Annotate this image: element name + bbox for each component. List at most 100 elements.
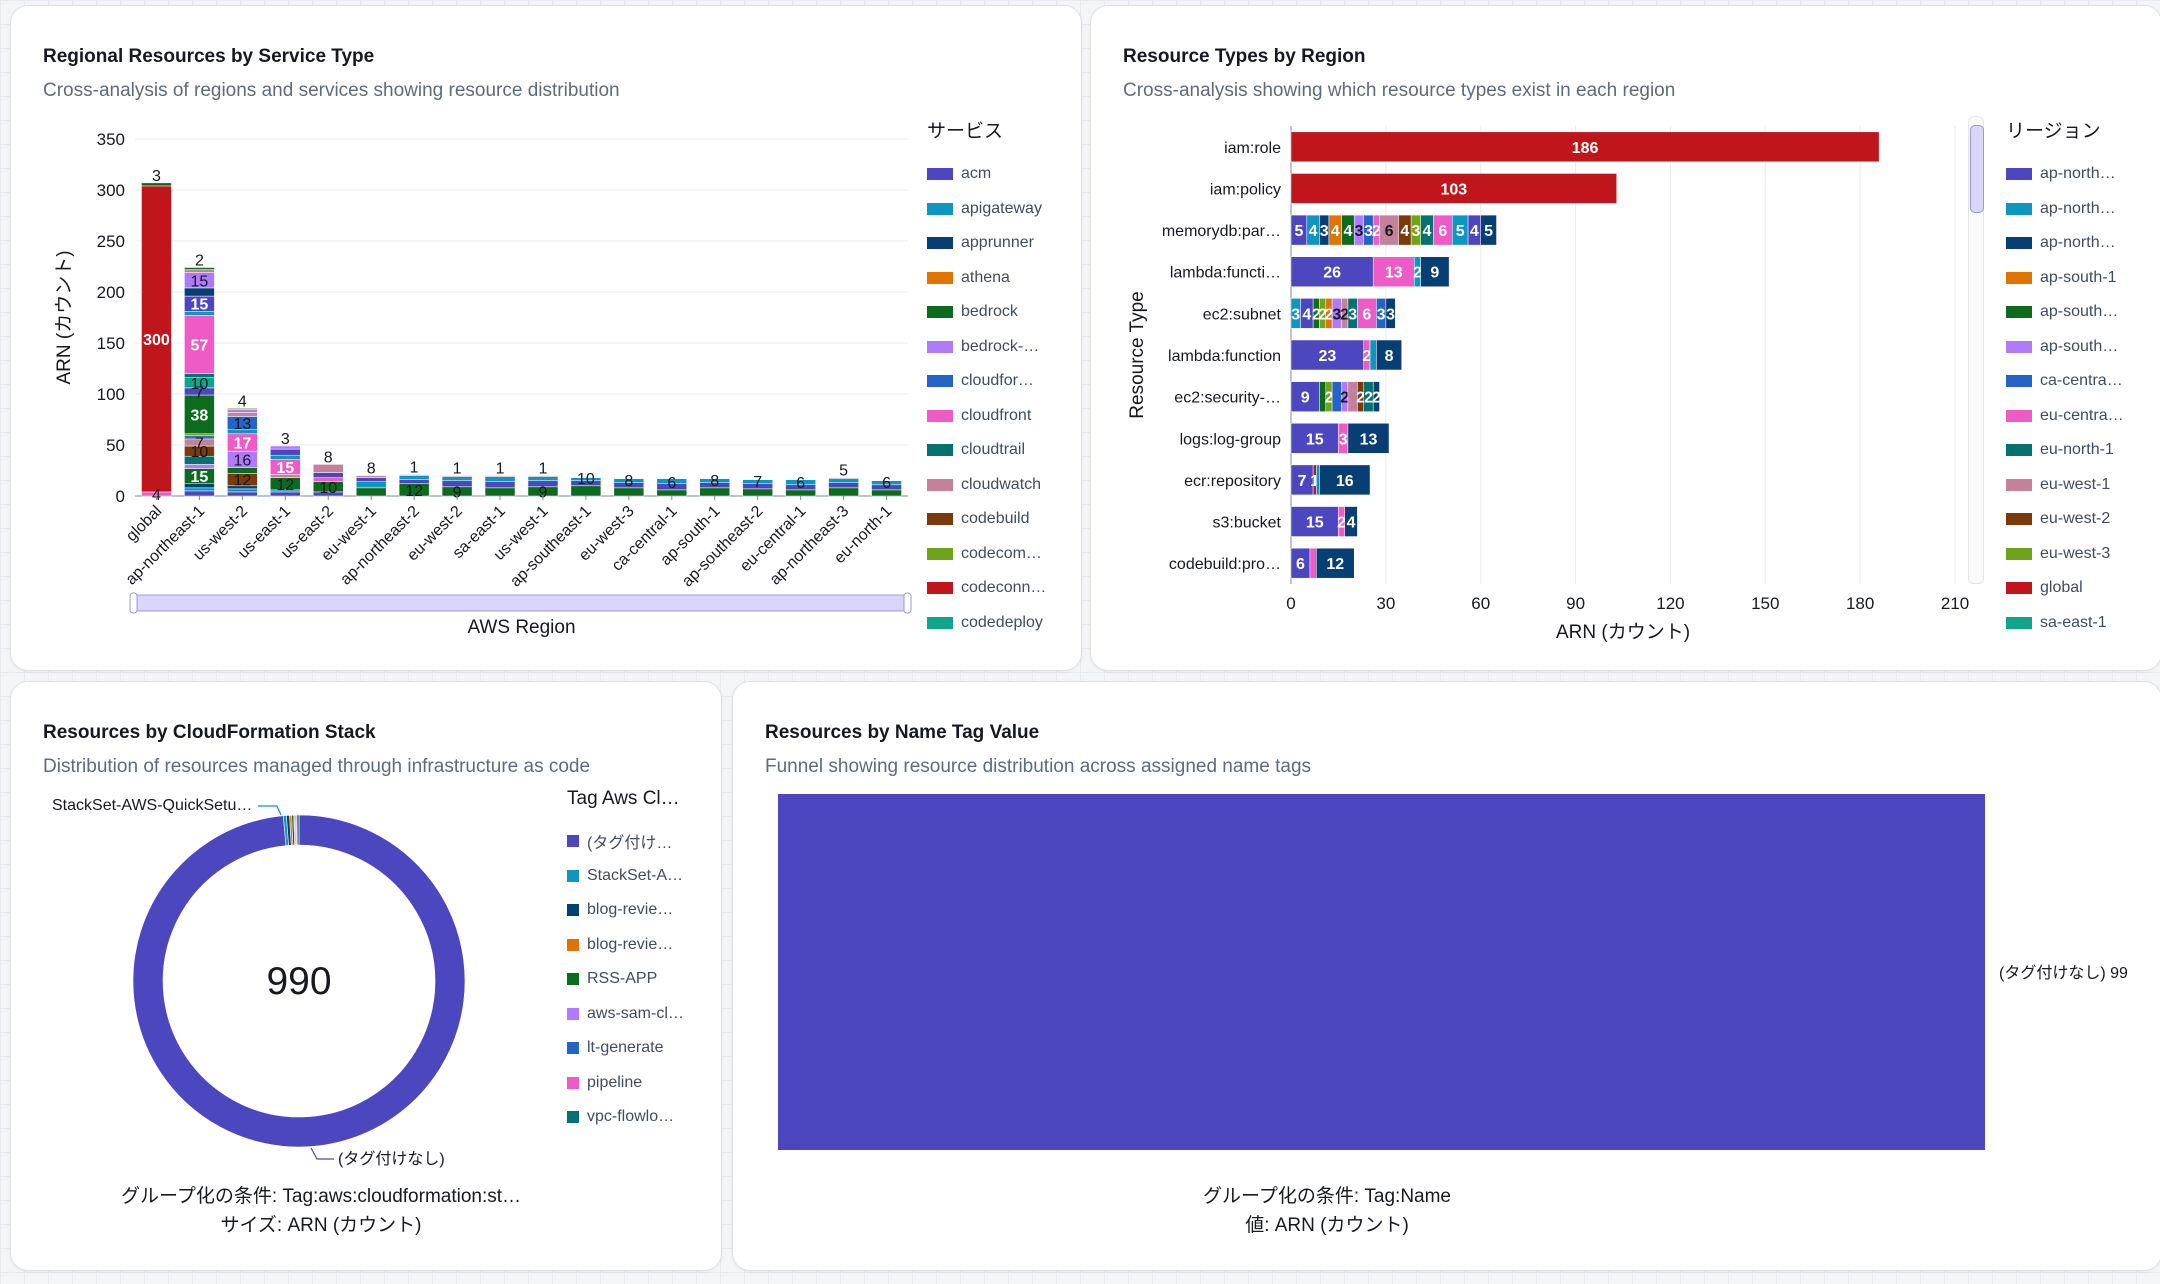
data-label: 6: [1385, 223, 1394, 240]
legend-item[interactable]: cloudfront: [927, 399, 1046, 434]
name-tag-funnel-chart[interactable]: (タグ付けなし) 99: [733, 682, 2160, 1202]
bar-segment: [270, 454, 301, 460]
legend-item[interactable]: sa-east-1: [2006, 606, 2124, 641]
y-axis-title: ARN (カウント): [54, 250, 75, 384]
legend-item[interactable]: codecom…: [927, 537, 1046, 572]
y-tick-label: iam:role: [1224, 140, 1281, 157]
legend-label: athena: [961, 268, 1010, 286]
data-label: 3: [1339, 431, 1348, 448]
slider-handle-left: [129, 592, 138, 614]
size-label: サイズ: ARN (カウント): [220, 1215, 422, 1236]
bar-segment: [1290, 173, 1617, 204]
legend-item[interactable]: eu-west-3: [2006, 537, 2124, 572]
donut-slice: [132, 814, 466, 1148]
legend-item[interactable]: codebuild: [927, 502, 1046, 537]
data-label: 7: [1298, 473, 1307, 490]
regional-stacked-bar-chart[interactable]: 05010015020025030035043003global15107387…: [11, 6, 931, 670]
legend-item[interactable]: ap-south…: [2006, 295, 2124, 330]
legend-item[interactable]: blog-revie…: [567, 893, 684, 928]
legend-item[interactable]: codedeploy: [927, 606, 1046, 641]
legend-item[interactable]: aws-sam-cl…: [567, 997, 684, 1032]
legend-item[interactable]: blog-revie…: [567, 928, 684, 963]
legend-item[interactable]: bedrock: [927, 295, 1046, 330]
legend-item[interactable]: cloudfor…: [927, 364, 1046, 399]
bar-segment: [828, 487, 859, 497]
legend-item[interactable]: ap-north…: [2006, 226, 2124, 261]
y-tick-label: 300: [97, 181, 125, 200]
legend-item[interactable]: acm: [927, 157, 1046, 192]
data-label: 10: [191, 376, 209, 393]
legend-label: sa-east-1: [2040, 613, 2107, 631]
legend-item[interactable]: RSS-APP: [567, 962, 684, 997]
legend-label: acm: [961, 165, 992, 183]
legend-item[interactable]: ap-north…: [2006, 157, 2124, 192]
legend-item[interactable]: lt-generate: [567, 1031, 684, 1066]
stack-donut-chart[interactable]: 990 StackSet-AWS-QuickSetu… (タグ付けなし): [11, 682, 551, 1202]
funnel-value-label: (タグ付けなし) 99: [1999, 964, 2128, 982]
legend-label: cloudwatch: [961, 475, 1042, 493]
legend-item[interactable]: vpc-flowlo…: [567, 1100, 684, 1135]
legend-item[interactable]: ap-south-1: [2006, 261, 2124, 296]
bar-segment: [1344, 506, 1358, 537]
y-tick-label: ec2:subnet: [1203, 306, 1282, 323]
legend-swatch: [927, 340, 953, 353]
data-label: 1: [1310, 473, 1319, 490]
data-label: 13: [233, 416, 251, 433]
legend-item[interactable]: ap-south…: [2006, 330, 2124, 365]
legend-title: リージョン: [2006, 121, 2101, 142]
legend-label: global: [2040, 579, 2083, 597]
legend-item[interactable]: global: [2006, 571, 2124, 606]
legend-swatch: [2006, 582, 2032, 595]
data-label: 7: [753, 474, 762, 491]
data-label: 103: [1440, 181, 1467, 198]
legend-label: lt-generate: [587, 1039, 664, 1057]
legend-item[interactable]: eu-west-1: [2006, 468, 2124, 503]
y-tick-label: codebuild:pro…: [1169, 556, 1281, 573]
bar-segment: [1290, 423, 1339, 454]
legend-item[interactable]: pipeline: [567, 1066, 684, 1101]
legend-scrollbar[interactable]: [1968, 116, 1984, 584]
y-tick-label: 50: [106, 436, 125, 455]
regional-resources-panel: Regional Resources by Service Type Cross…: [10, 5, 1082, 671]
bar-segment: [141, 185, 172, 493]
legend-swatch: [2006, 306, 2032, 319]
legend-item[interactable]: cloudwatch: [927, 468, 1046, 503]
legend-swatch: [2006, 168, 2032, 181]
x-tick-label: 210: [1941, 594, 1969, 613]
data-label: 8: [324, 449, 333, 466]
legend-item[interactable]: eu-west-2: [2006, 502, 2124, 537]
data-label: 2: [1324, 306, 1333, 323]
y-tick-label: 0: [116, 487, 125, 506]
legend-item[interactable]: ap-north…: [2006, 192, 2124, 227]
legend-swatch: [2006, 444, 2032, 457]
legend-swatch: [567, 1007, 579, 1020]
data-label: 4: [1470, 223, 1479, 240]
legend-item[interactable]: eu-north-1: [2006, 433, 2124, 468]
legend-label: codecom…: [961, 544, 1042, 562]
legend-item[interactable]: bedrock-…: [927, 330, 1046, 365]
data-label: 15: [191, 297, 209, 314]
legend-item[interactable]: (タグ付け…: [567, 824, 684, 859]
legend-label: cloudfront: [961, 406, 1032, 424]
legend-item[interactable]: eu-centra…: [2006, 399, 2124, 434]
legend-item[interactable]: apigateway: [927, 192, 1046, 227]
y-tick-label: ec2:security-…: [1174, 390, 1281, 407]
legend-item[interactable]: athena: [927, 261, 1046, 296]
legend-label: ap-north…: [2040, 199, 2116, 217]
data-label: 2: [1372, 223, 1381, 240]
legend-swatch: [2006, 409, 2032, 422]
legend-label: ap-south…: [2040, 303, 2119, 321]
bar-segment: [355, 481, 387, 489]
data-label: 10: [577, 471, 595, 488]
legend-item[interactable]: apprunner: [927, 226, 1046, 261]
legend-item[interactable]: ca-centra…: [2006, 364, 2124, 399]
legend-item[interactable]: cloudtrail: [927, 433, 1046, 468]
y-tick-label: lambda:functi…: [1170, 265, 1281, 282]
legend-item[interactable]: StackSet-A…: [567, 859, 684, 894]
bar-segment: [184, 487, 215, 492]
data-label: 2: [1337, 515, 1346, 532]
legend-scroll-thumb[interactable]: [1970, 125, 1984, 213]
y-tick-label: lambda:function: [1168, 348, 1281, 365]
legend-item[interactable]: codeconn…: [927, 571, 1046, 606]
